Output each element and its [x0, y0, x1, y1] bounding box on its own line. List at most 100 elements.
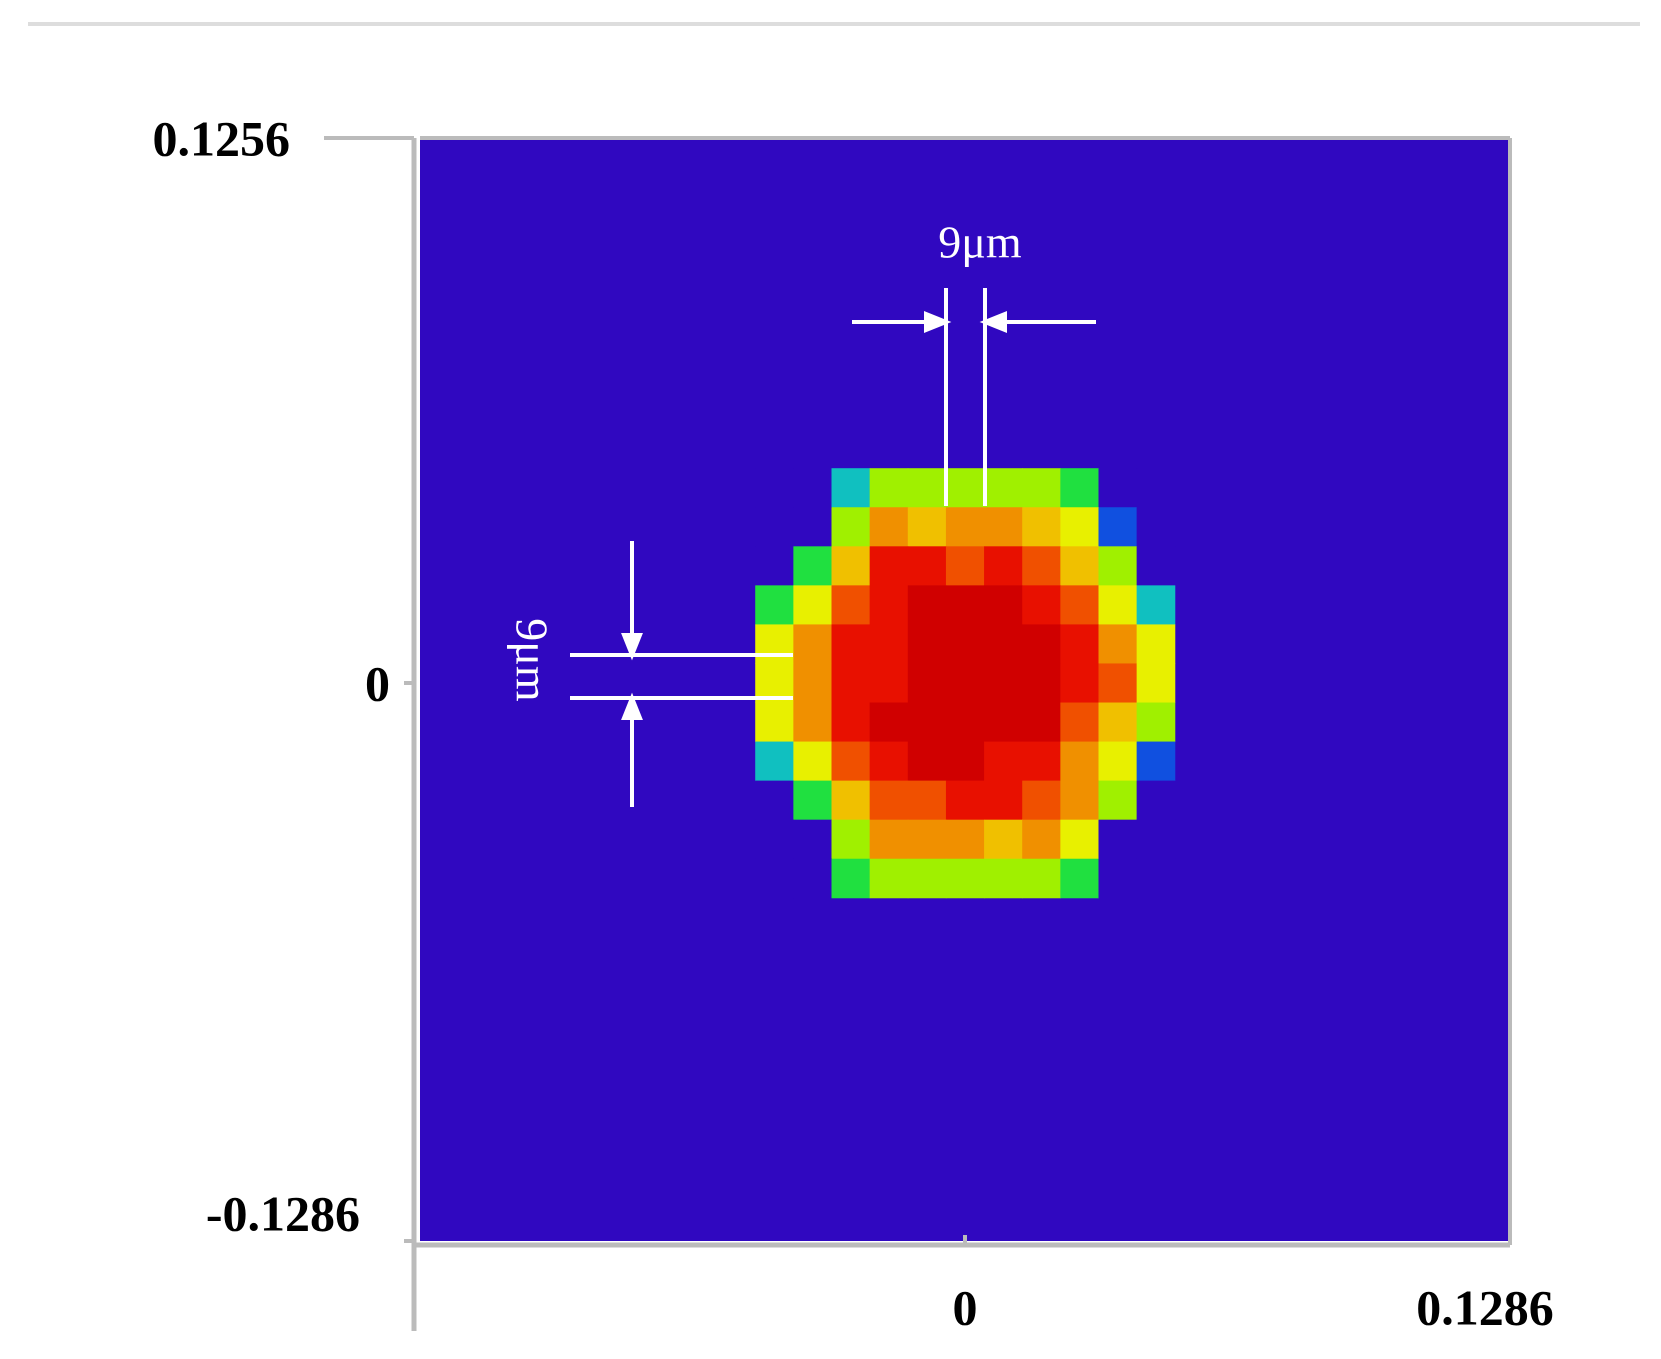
heatmap-cell: [945, 858, 985, 899]
heatmap-cell: [869, 468, 909, 508]
heatmap-cell: [755, 702, 794, 743]
heatmap-cell: [755, 468, 794, 508]
heatmap-cell: [984, 507, 1023, 547]
heatmap-cell: [1098, 858, 1138, 899]
heatmap-cell: [945, 507, 985, 547]
plot-area: [420, 138, 1510, 1241]
heatmap-cell: [1136, 624, 1176, 664]
y-tick-label: 0: [365, 655, 390, 711]
heatmap-cell: [1136, 468, 1176, 508]
heatmap-cell: [1098, 624, 1138, 664]
heatmap-cell: [984, 741, 1023, 782]
heatmap-cell: [945, 780, 985, 821]
heatmap-cell: [1022, 819, 1061, 860]
arrowhead: [621, 692, 643, 720]
heatmap-cell: [869, 585, 909, 625]
heatmap-cell: [907, 741, 947, 782]
heatmap-cell: [831, 585, 871, 625]
heatmap-cell: [1060, 546, 1099, 586]
heatmap-cell: [1136, 507, 1176, 547]
heatmap-cell: [1060, 468, 1099, 508]
heatmap-cell: [831, 507, 871, 547]
heatmap-cell: [907, 702, 947, 743]
heatmap-cell: [793, 741, 833, 782]
arrowhead: [924, 311, 952, 333]
heatmap-cell: [1136, 858, 1176, 899]
heatmap-cell: [1098, 546, 1138, 586]
heatmap-cell: [984, 702, 1023, 743]
heatmap-cell: [793, 507, 833, 547]
heatmap-cell: [831, 741, 871, 782]
heatmap-cell: [793, 546, 833, 586]
arrowhead: [621, 633, 643, 661]
heatmap-cell: [945, 585, 985, 625]
y-tick-label: -0.1286: [206, 1185, 360, 1241]
heatmap-cell: [869, 741, 909, 782]
heatmap-cell: [907, 585, 947, 625]
y-tick-label: 0.1256: [153, 110, 291, 166]
arrowhead: [979, 311, 1007, 333]
heatmap-cell: [984, 585, 1023, 625]
heatmap-cell: [793, 468, 833, 508]
heatmap-cell: [984, 468, 1023, 508]
heatmap-cell: [831, 663, 871, 704]
heatmap-cell: [831, 468, 871, 508]
heatmap-cell: [945, 468, 985, 508]
heatmap-cell: [907, 858, 947, 899]
heatmap-cell: [1098, 507, 1138, 547]
heatmap-cell: [1136, 585, 1176, 625]
heatmap-cell: [755, 780, 794, 821]
heatmap-cell: [945, 819, 985, 860]
heatmap-cell: [1136, 819, 1176, 860]
heatmap-cell: [1022, 507, 1061, 547]
heatmap-cell: [1098, 585, 1138, 625]
heatmap-cell: [755, 819, 794, 860]
heatmap-cell: [945, 741, 985, 782]
heatmap-cell: [793, 624, 833, 664]
heatmap-cell: [831, 819, 871, 860]
heatmap-cell: [1022, 585, 1061, 625]
heatmap-cell: [793, 663, 833, 704]
heatmap-cell: [907, 819, 947, 860]
x-tick-label: 0: [953, 1279, 978, 1335]
heatmap-cell: [907, 507, 947, 547]
heatmap-cell: [793, 585, 833, 625]
heatmap-cell: [1060, 702, 1099, 743]
heatmap-cell: [1098, 702, 1138, 743]
heatmap-cell: [1136, 780, 1176, 821]
heatmap-cell: [1098, 819, 1138, 860]
heatmap-cell: [869, 663, 909, 704]
heatmap-cell: [1060, 741, 1099, 782]
heatmap-cell: [831, 546, 871, 586]
heatmap-cell: [945, 624, 985, 664]
heatmap-cell: [1060, 663, 1099, 704]
heatmap-cell: [755, 507, 794, 547]
annotations: 9μm 9μm: [506, 217, 1096, 807]
heatmap-cell: [1022, 858, 1061, 899]
heatmap-cell: [869, 819, 909, 860]
heatmap-cell: [755, 858, 794, 899]
heatmap-cell: [793, 819, 833, 860]
heatmap-cell: [869, 624, 909, 664]
heatmap-cell: [1022, 468, 1061, 508]
heatmap-cell: [755, 585, 794, 625]
heatmap-cell: [1060, 858, 1099, 899]
heatmap-cell: [1060, 585, 1099, 625]
heatmap-cell: [755, 546, 794, 586]
heatmap-cell: [1098, 663, 1138, 704]
heatmap-cell: [984, 624, 1023, 664]
heatmap-cell: [869, 858, 909, 899]
annotation: 9μm: [506, 618, 557, 702]
heatmap-cell: [907, 780, 947, 821]
heatmap-cell: [984, 819, 1023, 860]
heatmap-cell: [1022, 546, 1061, 586]
heatmap-cell: [907, 546, 947, 586]
heatmap-cell: [1022, 702, 1061, 743]
heatmap-cell: [793, 858, 833, 899]
heatmap-cell: [793, 780, 833, 821]
heatmap-cell: [984, 858, 1023, 899]
heatmap-cell: [755, 741, 794, 782]
heatmap-cell: [869, 780, 909, 821]
